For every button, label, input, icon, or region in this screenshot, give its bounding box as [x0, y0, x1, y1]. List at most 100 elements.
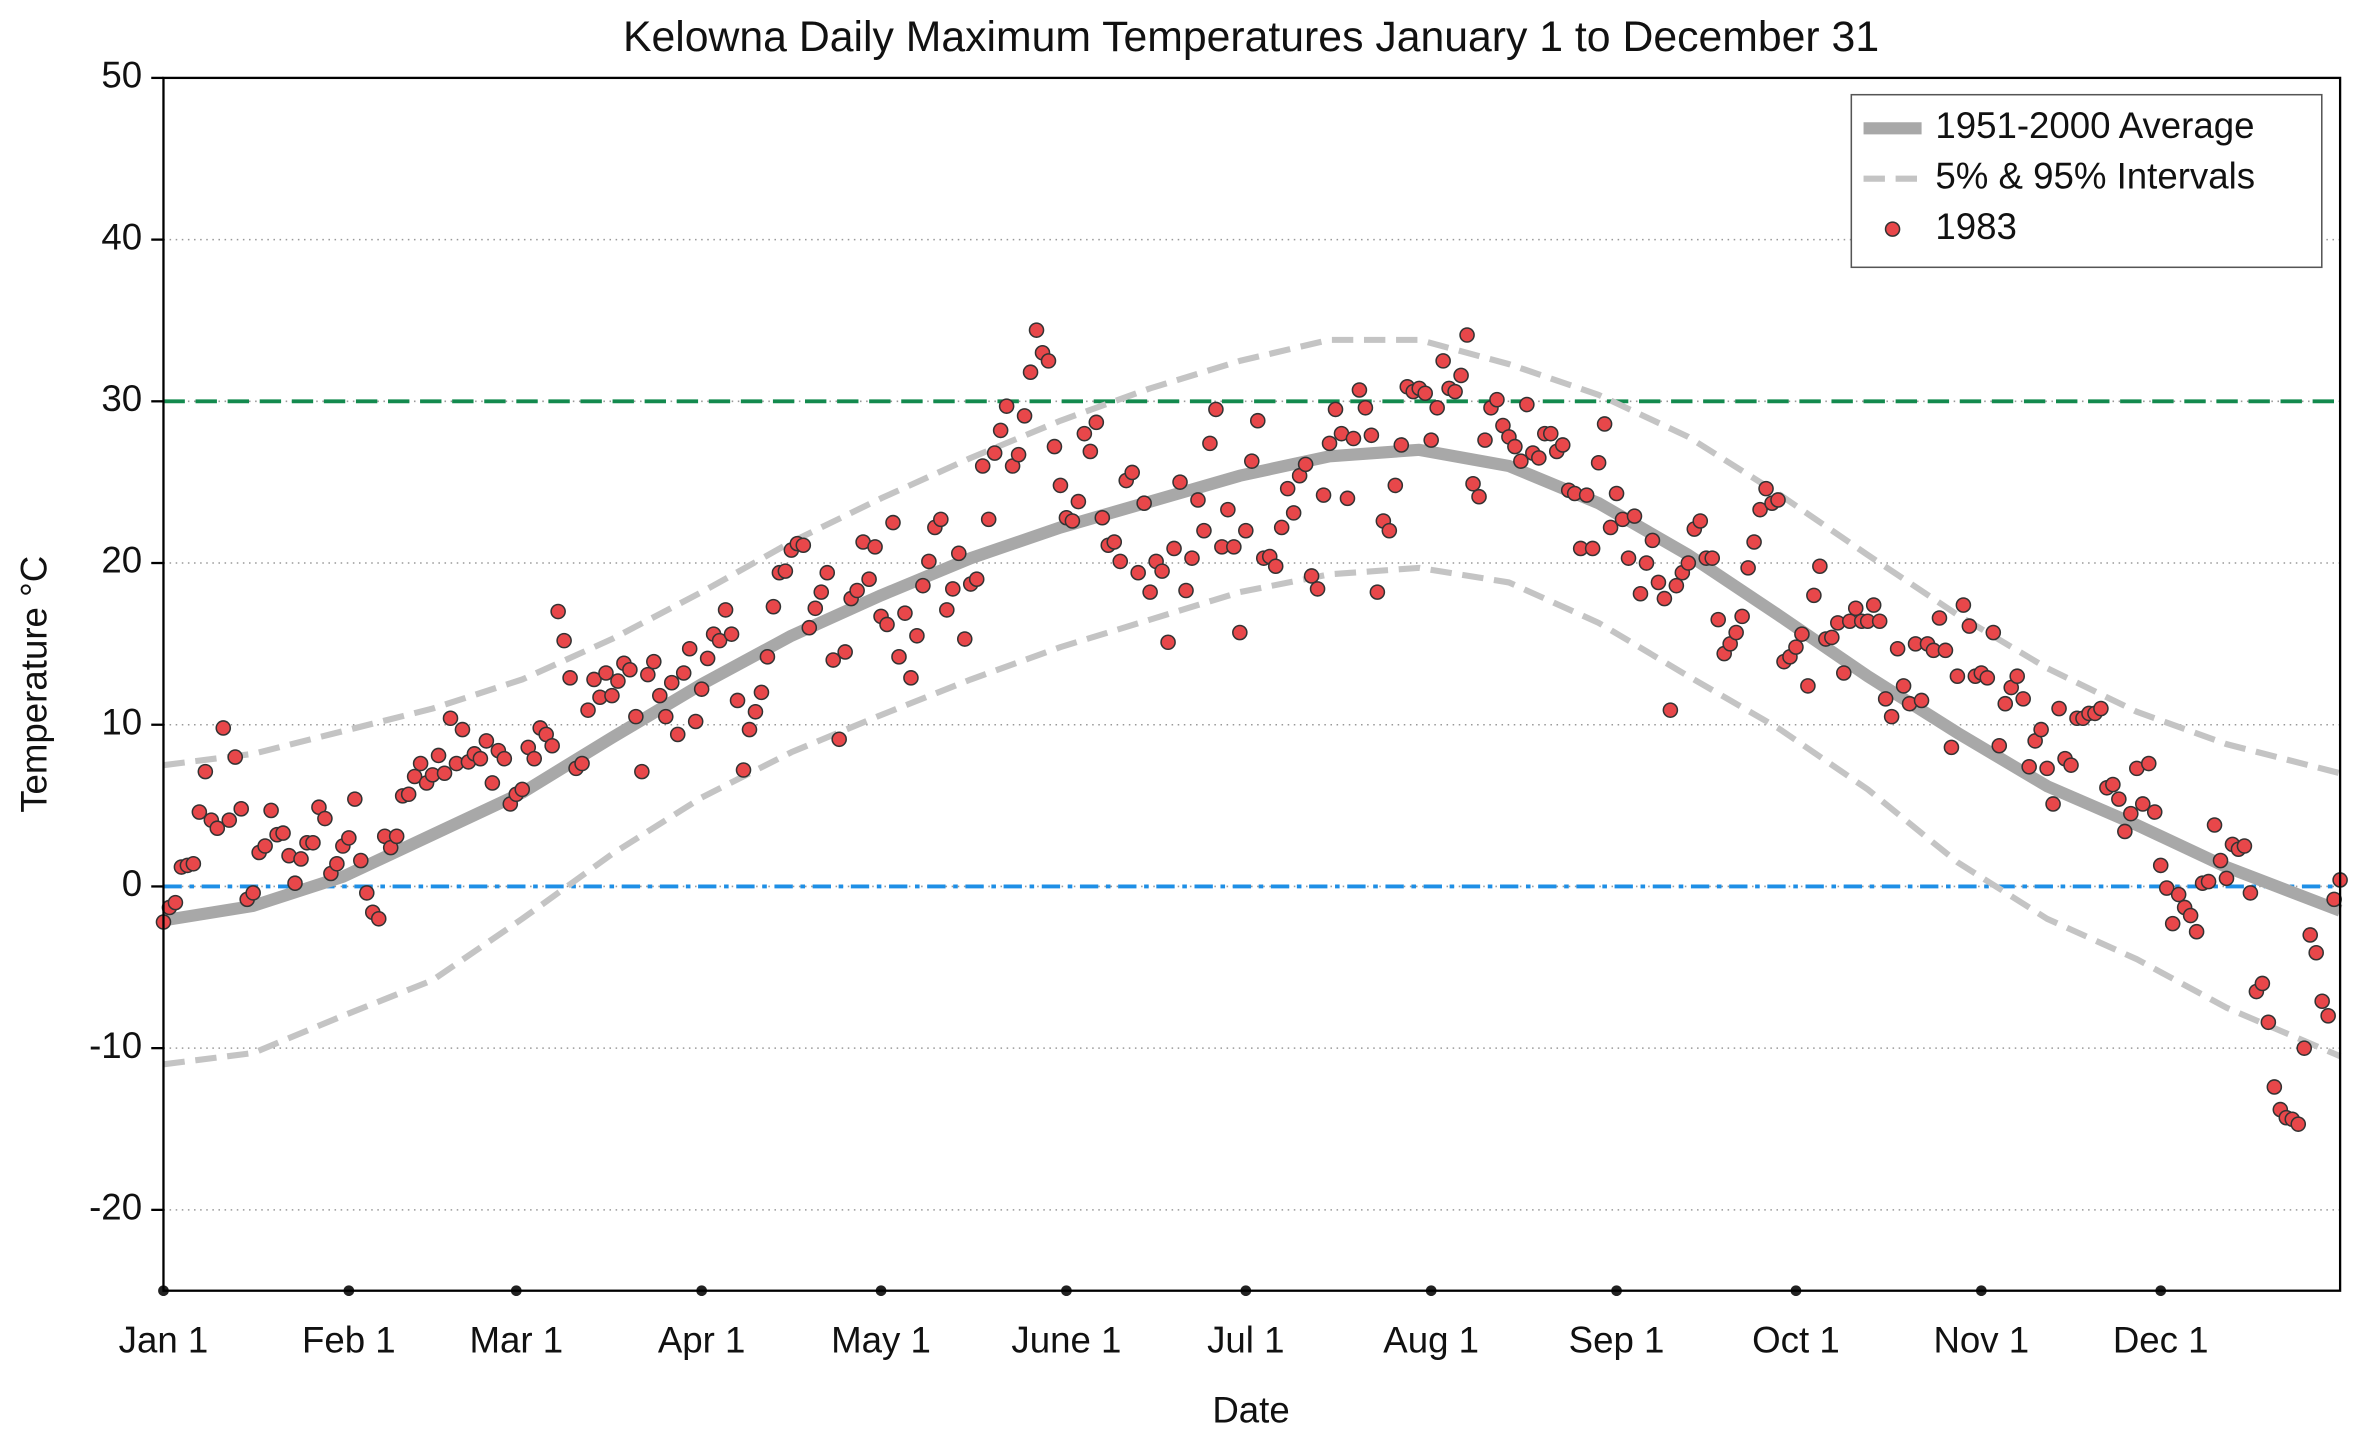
data-point — [1172, 474, 1188, 490]
data-point — [191, 804, 208, 820]
data-point — [813, 584, 830, 600]
data-point — [837, 644, 853, 660]
data-point — [1022, 364, 1039, 380]
data-point — [1704, 550, 1721, 566]
data-point — [1883, 708, 1900, 725]
data-point — [1064, 513, 1081, 529]
data-point — [580, 702, 596, 718]
data-point — [1644, 532, 1661, 549]
data-point — [1447, 383, 1463, 400]
data-point — [1124, 464, 1140, 481]
data-point — [1232, 624, 1248, 641]
data-point — [998, 398, 1015, 414]
data-point — [1632, 585, 1649, 602]
data-point — [801, 619, 818, 636]
data-point — [1507, 438, 1523, 455]
data-point — [646, 653, 662, 670]
data-point — [1160, 634, 1176, 651]
x-tick-label: Feb 1 — [302, 1319, 396, 1360]
data-point — [1513, 453, 1529, 469]
data-point — [406, 768, 423, 785]
data-point — [1937, 642, 1954, 659]
data-point — [1554, 437, 1571, 453]
data-point — [729, 692, 746, 709]
data-point — [2296, 1040, 2313, 1056]
data-point — [1578, 487, 1595, 503]
data-point — [1363, 427, 1380, 444]
data-point — [2290, 1116, 2307, 1132]
data-point — [544, 737, 560, 754]
data-point — [2093, 700, 2109, 717]
data-point — [1943, 739, 1960, 756]
data-point — [2158, 880, 2175, 896]
data-point — [1734, 608, 1750, 625]
data-point — [1393, 437, 1410, 453]
data-point — [1273, 519, 1290, 536]
data-point — [795, 537, 812, 554]
x-tick-label: Jul 1 — [1207, 1319, 1284, 1360]
data-point — [1154, 563, 1170, 579]
chart-title: Kelowna Daily Maximum Temperatures Janua… — [623, 13, 1879, 61]
data-point — [1010, 446, 1027, 463]
data-point — [915, 577, 931, 594]
data-point — [1357, 399, 1374, 416]
data-point — [1985, 624, 2002, 641]
data-point — [2105, 776, 2121, 793]
data-point — [1746, 534, 1762, 550]
data-point — [293, 851, 309, 867]
data-point — [341, 830, 357, 846]
data-point — [1345, 430, 1362, 447]
data-point — [185, 856, 202, 872]
data-point — [209, 820, 226, 837]
y-tick-label: 30 — [101, 378, 142, 419]
data-point — [1489, 391, 1505, 408]
data-point — [221, 812, 238, 828]
data-point — [1752, 501, 1768, 518]
data-point — [819, 564, 836, 581]
x-tick-label: Sep 1 — [1569, 1319, 1665, 1360]
data-point — [717, 602, 734, 618]
data-point — [1417, 385, 1433, 402]
data-point — [1608, 485, 1625, 502]
data-point — [1596, 416, 1613, 432]
data-point — [867, 539, 883, 555]
data-point — [1991, 737, 2008, 754]
data-point — [669, 726, 686, 743]
data-point — [891, 649, 907, 665]
data-point — [652, 687, 668, 704]
data-point — [2302, 927, 2319, 943]
data-point — [1303, 568, 1320, 584]
data-point — [939, 602, 955, 618]
data-point — [885, 514, 901, 531]
data-point — [400, 786, 417, 803]
data-point — [1477, 432, 1493, 448]
data-point — [1955, 597, 1972, 613]
y-tick-label: 10 — [101, 701, 142, 742]
x-tick-label: Mar 1 — [469, 1319, 563, 1360]
data-point — [2164, 915, 2181, 932]
data-point — [921, 553, 937, 570]
data-point — [1638, 555, 1655, 571]
data-point — [1650, 574, 1667, 591]
data-point — [1297, 456, 1314, 473]
data-point — [753, 684, 770, 701]
data-point — [1351, 382, 1368, 398]
data-point — [1602, 519, 1619, 536]
data-point — [1931, 610, 1948, 626]
data-point — [1309, 581, 1326, 597]
data-point — [1913, 692, 1930, 709]
data-point — [1196, 522, 1212, 539]
data-point — [2021, 758, 2037, 775]
data-point — [1788, 639, 1804, 655]
series-line — [163, 564, 2342, 1068]
data-point — [412, 755, 429, 772]
x-tick-label: Aug 1 — [1383, 1319, 1479, 1360]
data-point — [663, 674, 680, 691]
data-point — [1339, 490, 1356, 507]
data-point — [825, 652, 841, 668]
data-point — [454, 721, 471, 738]
data-point — [956, 631, 973, 647]
data-point — [2051, 700, 2067, 717]
x-tick-label: Dec 1 — [2113, 1319, 2209, 1360]
data-point — [1016, 408, 1033, 424]
